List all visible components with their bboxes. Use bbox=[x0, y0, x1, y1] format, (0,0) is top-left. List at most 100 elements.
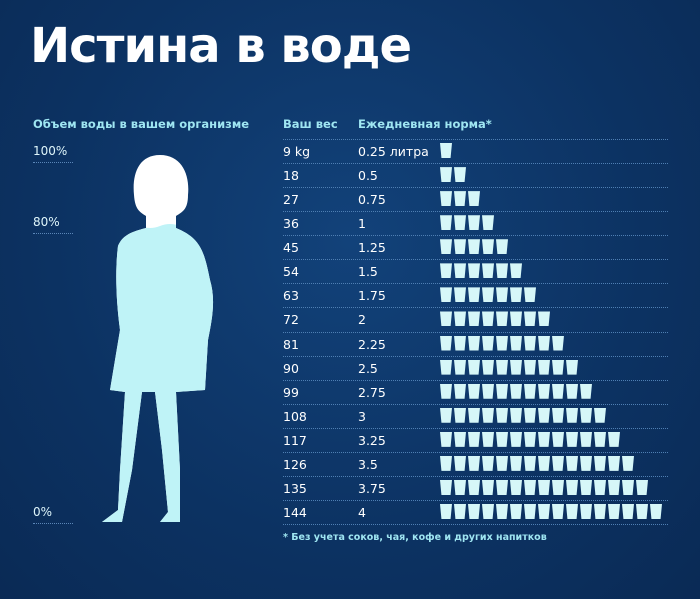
glass-icon bbox=[608, 479, 620, 495]
table-row: 117 3.25 bbox=[283, 429, 668, 453]
glass-icon bbox=[454, 191, 466, 207]
norm-cell: 2.5 bbox=[358, 360, 378, 376]
glass-icon bbox=[594, 431, 606, 447]
column-header-norm: Ежедневная норма* bbox=[358, 117, 492, 131]
glass-icon bbox=[566, 359, 578, 375]
norm-cell: 1.25 bbox=[358, 240, 386, 256]
table-row: 36 1 bbox=[283, 212, 668, 236]
glass-icon bbox=[482, 311, 494, 327]
glass-icon bbox=[608, 455, 620, 471]
glasses-pictogram bbox=[440, 239, 508, 255]
glass-icon bbox=[538, 431, 550, 447]
glass-icon bbox=[566, 383, 578, 399]
glass-icon bbox=[440, 504, 452, 520]
glass-icon bbox=[496, 431, 508, 447]
glass-icon bbox=[440, 287, 452, 303]
glass-icon bbox=[538, 383, 550, 399]
table-row: 63 1.75 bbox=[283, 284, 668, 308]
weight-cell: 72 bbox=[283, 312, 299, 328]
glass-icon bbox=[552, 407, 564, 423]
row-separator bbox=[283, 379, 668, 381]
glass-icon bbox=[496, 239, 508, 255]
glass-icon bbox=[482, 407, 494, 423]
glass-icon bbox=[580, 455, 592, 471]
glass-icon bbox=[496, 504, 508, 520]
glass-icon bbox=[468, 263, 480, 279]
table-row: 90 2.5 bbox=[283, 357, 668, 381]
row-separator bbox=[283, 500, 668, 502]
glass-icon bbox=[440, 359, 452, 375]
norm-cell: 0.5 bbox=[358, 168, 378, 184]
row-separator bbox=[283, 187, 668, 189]
glass-icon bbox=[468, 407, 480, 423]
glass-icon bbox=[440, 407, 452, 423]
glass-icon bbox=[538, 479, 550, 495]
row-separator bbox=[283, 524, 668, 526]
row-separator bbox=[283, 451, 668, 453]
glass-icon bbox=[566, 407, 578, 423]
glass-icon bbox=[454, 359, 466, 375]
norm-cell: 1.5 bbox=[358, 264, 378, 280]
glass-icon bbox=[510, 287, 522, 303]
norm-cell: 3.75 bbox=[358, 480, 386, 496]
glasses-pictogram bbox=[440, 455, 634, 471]
norm-cell: 4 bbox=[358, 505, 366, 521]
percent-line bbox=[33, 162, 73, 163]
glass-icon bbox=[580, 383, 592, 399]
glass-icon bbox=[566, 479, 578, 495]
glasses-pictogram bbox=[440, 359, 578, 375]
norm-cell: 2 bbox=[358, 312, 366, 328]
glass-icon bbox=[580, 504, 592, 520]
percent-label-100: 100% bbox=[33, 144, 68, 158]
glass-icon bbox=[552, 335, 564, 351]
glass-icon bbox=[440, 311, 452, 327]
weight-cell: 45 bbox=[283, 240, 299, 256]
glass-icon bbox=[440, 191, 452, 207]
table-row: 126 3.5 bbox=[283, 453, 668, 477]
glass-icon bbox=[454, 504, 466, 520]
glass-icon bbox=[524, 504, 536, 520]
glasses-pictogram bbox=[440, 191, 480, 207]
glasses-pictogram bbox=[440, 431, 620, 447]
norm-cell: 1 bbox=[358, 216, 366, 232]
glass-icon bbox=[552, 359, 564, 375]
norm-cell: 1.75 bbox=[358, 288, 386, 304]
weight-cell: 144 bbox=[283, 505, 307, 521]
glass-icon bbox=[440, 383, 452, 399]
norm-cell: 3.5 bbox=[358, 456, 378, 472]
glass-icon bbox=[552, 479, 564, 495]
norm-cell: 3.25 bbox=[358, 432, 386, 448]
percent-line bbox=[33, 523, 73, 524]
glass-icon bbox=[468, 455, 480, 471]
weight-cell: 18 bbox=[283, 168, 299, 184]
glass-icon bbox=[482, 455, 494, 471]
glass-icon bbox=[608, 504, 620, 520]
glasses-pictogram bbox=[440, 335, 564, 351]
table-row: 54 1.5 bbox=[283, 260, 668, 284]
glass-icon bbox=[524, 407, 536, 423]
glass-icon bbox=[440, 335, 452, 351]
weight-cell: 9 kg bbox=[283, 144, 311, 159]
glass-icon bbox=[482, 359, 494, 375]
glass-icon bbox=[468, 504, 480, 520]
glass-icon bbox=[538, 311, 550, 327]
glass-icon bbox=[440, 239, 452, 255]
glass-icon bbox=[468, 311, 480, 327]
row-separator bbox=[283, 331, 668, 333]
glass-icon bbox=[496, 479, 508, 495]
glass-icon bbox=[496, 359, 508, 375]
glass-icon bbox=[482, 215, 494, 231]
row-separator bbox=[283, 235, 668, 237]
glasses-pictogram bbox=[440, 215, 494, 231]
glass-icon bbox=[454, 287, 466, 303]
glass-icon bbox=[510, 431, 522, 447]
glass-icon bbox=[552, 431, 564, 447]
glass-icon bbox=[580, 431, 592, 447]
row-separator bbox=[283, 283, 668, 285]
glass-icon bbox=[482, 431, 494, 447]
body-water-header: Объем воды в вашем организме bbox=[33, 117, 250, 131]
glass-icon bbox=[454, 431, 466, 447]
weight-cell: 117 bbox=[283, 432, 307, 448]
glass-icon bbox=[524, 455, 536, 471]
table-row: 18 0.5 bbox=[283, 164, 668, 188]
